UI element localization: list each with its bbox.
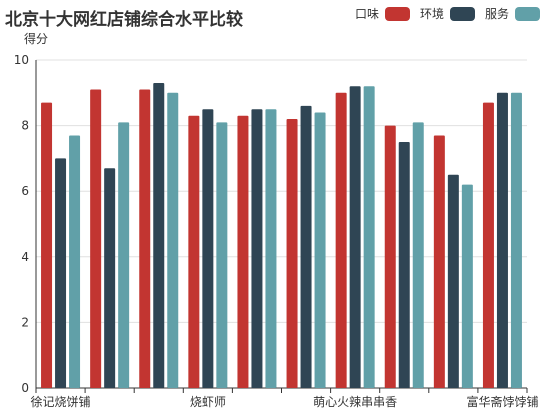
bar-taste	[188, 115, 200, 388]
legend-swatch-taste	[384, 6, 410, 21]
x-tick-label: 烧虾师	[190, 395, 226, 409]
legend-label-service: 服务	[484, 7, 509, 21]
bar-environment	[202, 109, 214, 388]
bar-environment	[496, 92, 508, 389]
x-tick-label: 萌心火辣串串香	[313, 395, 397, 409]
y-tick-label: 4	[21, 250, 29, 264]
bar-service	[216, 122, 228, 388]
legend: 口味 环境 服务	[355, 5, 540, 22]
bar-environment	[104, 168, 116, 388]
legend-label-taste: 口味	[354, 7, 379, 21]
bar-service	[314, 112, 326, 388]
bar-environment	[251, 109, 263, 388]
bar-taste	[384, 125, 396, 388]
bar-taste	[433, 135, 445, 388]
bar-taste	[90, 89, 102, 389]
legend-item-taste[interactable]: 口味	[355, 5, 410, 22]
legend-item-environment[interactable]: 环境	[420, 5, 475, 22]
legend-label-environment: 环境	[419, 7, 444, 21]
bar-taste	[482, 102, 494, 388]
bar-taste	[237, 115, 249, 388]
bar-taste	[139, 89, 151, 389]
bar-environment	[153, 82, 165, 389]
y-tick-label: 6	[21, 184, 29, 198]
y-tick-label: 2	[21, 315, 29, 329]
bar-service	[118, 122, 130, 388]
bar-service	[69, 135, 81, 388]
bar-environment	[55, 158, 67, 388]
y-tick-label: 10	[14, 53, 29, 67]
x-tick-label: 徐记烧饼铺	[31, 394, 91, 409]
bar-service	[461, 184, 473, 388]
legend-swatch-service	[515, 6, 540, 21]
bar-service	[412, 122, 424, 388]
y-axis-label: 得分	[24, 31, 48, 46]
bar-taste	[286, 119, 298, 388]
y-tick-label: 8	[21, 119, 29, 133]
bar-taste	[335, 92, 347, 389]
bar-service	[265, 109, 277, 388]
bar-service	[363, 86, 375, 389]
bar-environment	[349, 86, 361, 389]
y-tick-label: 0	[21, 381, 29, 395]
bar-environment	[300, 105, 312, 389]
bar-taste	[41, 102, 53, 388]
bar-environment	[447, 174, 459, 388]
x-tick-label: 富华斋饽饽铺	[466, 394, 538, 409]
legend-item-service[interactable]: 服务	[485, 5, 540, 22]
bar-service	[167, 92, 179, 389]
chart-title: 北京十大网红店铺综合水平比较	[5, 10, 243, 30]
legend-swatch-environment	[449, 6, 475, 21]
bar-environment	[398, 142, 410, 388]
bar-service	[510, 92, 522, 389]
